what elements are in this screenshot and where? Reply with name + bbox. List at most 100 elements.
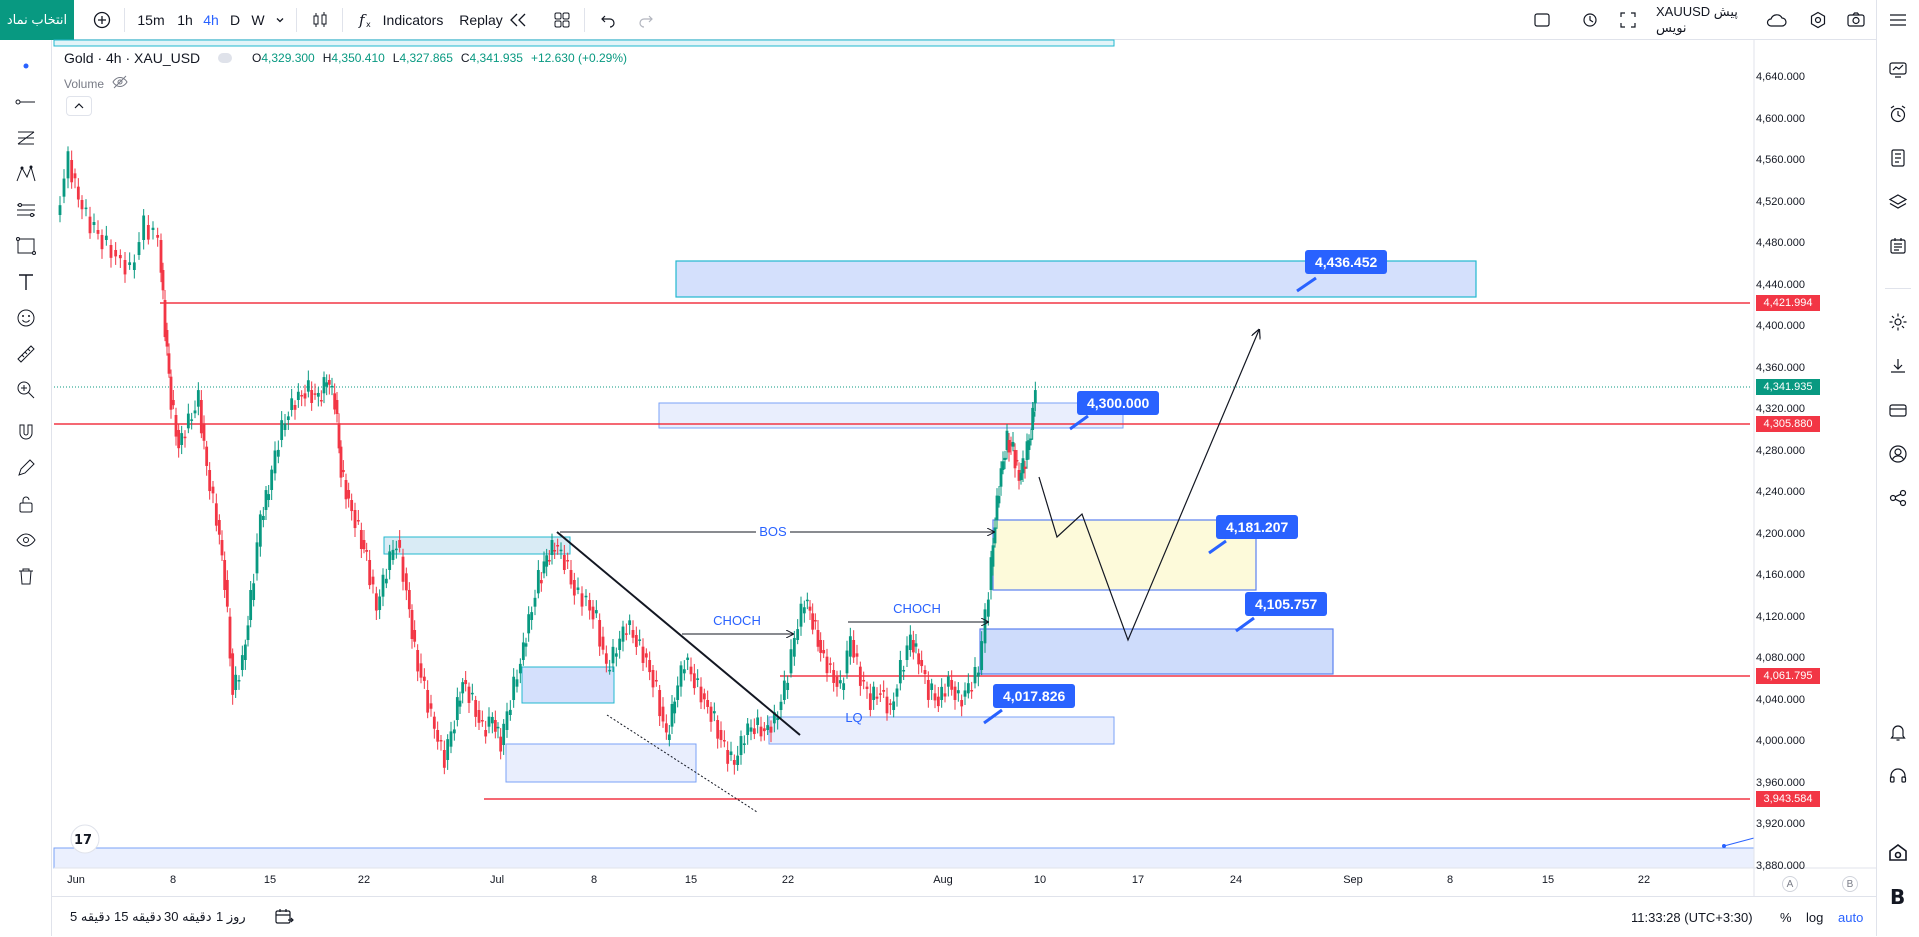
range-5m[interactable]: 5 دقیقه [70,909,111,924]
svg-text:17: 17 [74,833,92,848]
share-icon[interactable] [1884,484,1912,512]
magnet-icon[interactable] [12,418,40,446]
notes-icon[interactable] [1884,144,1912,172]
forecast-icon[interactable] [12,196,40,224]
collapse-legend-button[interactable] [66,96,92,116]
cloud-icon[interactable] [1764,0,1788,40]
bell-icon[interactable] [1884,718,1912,746]
gear-icon[interactable] [1884,308,1912,336]
range-1d[interactable]: 1 روز [216,909,246,924]
replay-button[interactable]: Replay [459,12,503,28]
text-icon[interactable] [12,268,40,296]
add-symbol-icon[interactable] [90,0,114,40]
price-axis-label: 4,360.000 [1756,361,1805,374]
home-icon[interactable] [1884,838,1912,866]
time-axis-label: 22 [1637,874,1651,886]
symbol-name[interactable]: XAUUSD پیش نویس [1656,4,1738,35]
candle-body [658,690,662,717]
b-logo-icon[interactable]: B [1884,882,1912,910]
auto-toggle[interactable]: auto [1838,909,1864,925]
fullscreen-box-icon[interactable] [1530,0,1554,40]
candle-body [1029,438,1033,441]
price-tag-3943: 3,943.584 [1756,791,1820,807]
zone-july-supply [383,536,571,555]
callout-4017[interactable]: 4,017.826 [993,684,1076,708]
candle-body [502,723,506,745]
interval-4h[interactable]: 4h [203,12,219,28]
candle-body [293,405,297,410]
user-icon[interactable] [1884,440,1912,468]
download-icon[interactable] [1884,352,1912,380]
watchlist-icon[interactable] [1884,56,1912,84]
axis-marker-a[interactable]: A [1782,876,1798,892]
candle-body [208,470,212,492]
replay-icon[interactable] [506,0,530,40]
callout-4181[interactable]: 4,181.207 [1216,515,1299,539]
camera-icon[interactable] [1844,0,1868,40]
clock-timezone[interactable]: 11:33:28 (UTC+3:30) [1631,909,1753,925]
callout-pointer-4105 [1235,616,1255,633]
expand-icon[interactable] [1616,0,1640,40]
candle-body [911,640,915,653]
trash-icon[interactable] [12,562,40,590]
layers-icon[interactable] [1884,188,1912,216]
price-chart[interactable]: 17 [0,0,1876,896]
interval-15m[interactable]: 15m [137,12,165,28]
alarm-clock-icon[interactable] [1884,100,1912,128]
candle-body [838,680,842,684]
price-axis-label: 4,320.000 [1756,403,1805,415]
card-icon[interactable] [1884,396,1912,424]
range-30m[interactable]: 30 دقیقه [164,909,212,924]
interval-dropdown-icon[interactable] [272,0,288,40]
undo-icon[interactable] [596,0,620,40]
fib-icon[interactable] [12,124,40,152]
redo-icon[interactable] [634,0,658,40]
candle-body [716,720,720,739]
ruler-icon[interactable] [12,340,40,368]
candle-body [161,270,165,291]
candle-body [273,450,277,474]
candle-body [316,392,320,397]
dot-cursor-icon[interactable] [12,52,40,80]
callout-4300[interactable]: 4,300.000 [1077,391,1160,415]
calendar-list-icon[interactable] [1884,232,1912,260]
zoom-in-icon[interactable] [12,376,40,404]
candle-body [167,353,171,374]
pattern-icon[interactable] [12,160,40,188]
eye-icon[interactable] [12,526,40,554]
candle-body [762,728,766,732]
trend-line-icon[interactable] [12,88,40,116]
eye-off-icon[interactable] [112,75,128,92]
interval-d[interactable]: D [229,12,241,28]
emoji-icon[interactable] [12,304,40,332]
log-toggle[interactable]: log [1806,909,1824,925]
range-15m[interactable]: 15 دقیقه [114,909,162,924]
callout-4105[interactable]: 4,105.757 [1245,592,1328,616]
percent-toggle[interactable]: % [1780,909,1792,925]
indicators-button[interactable]: Indicators [382,12,444,28]
candle-type-icon[interactable] [308,0,332,40]
settings-hex-icon[interactable] [1806,0,1830,40]
date-range-icon[interactable] [274,897,294,937]
lock-icon[interactable] [12,490,40,518]
candle-body [151,227,155,230]
interval-w[interactable]: W [251,12,265,28]
candle-body [995,495,999,520]
drawing-toolbar [0,40,52,936]
layout-grid-icon[interactable] [550,0,574,40]
pencil-lock-icon[interactable] [12,454,40,482]
alert-clock-icon[interactable] [1578,0,1602,40]
axis-marker-b[interactable]: B [1842,876,1858,892]
headset-icon[interactable] [1884,762,1912,790]
candle-body [211,486,215,494]
menu-icon[interactable] [1884,6,1912,34]
rectangle-icon[interactable] [12,232,40,260]
callout-4436[interactable]: 4,436.452 [1305,250,1388,274]
symbol-title[interactable]: Gold · 4h · XAU_USD [64,50,201,66]
pick-symbol-button[interactable]: انتخاب نماد [0,0,74,40]
candle-body [732,760,736,765]
candle-body [1033,390,1037,404]
interval-1h[interactable]: 1h [177,12,193,28]
time-axis-label: Aug [933,874,953,886]
